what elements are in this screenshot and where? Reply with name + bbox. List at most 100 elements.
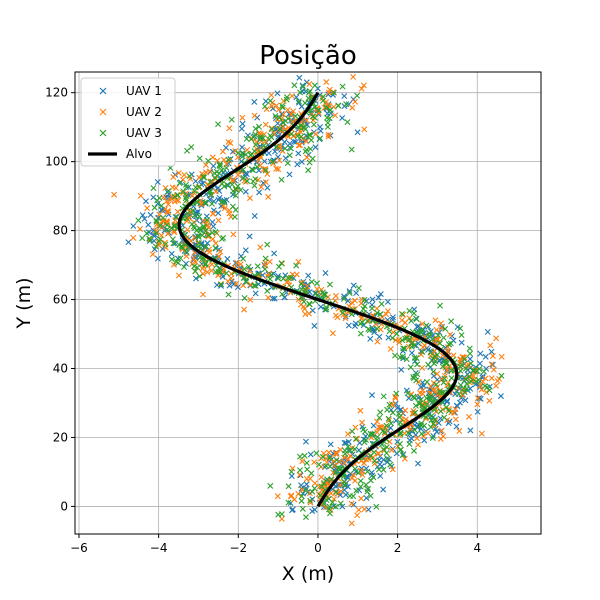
data-point: [438, 427, 445, 434]
data-point: [279, 102, 286, 109]
data-point: [462, 365, 469, 372]
data-point: [337, 500, 344, 507]
data-point: [294, 133, 301, 140]
data-point: [130, 223, 137, 230]
data-point: [311, 82, 318, 89]
data-point: [351, 297, 358, 304]
data-point: [210, 210, 217, 217]
data-point: [406, 336, 413, 343]
data-point: [391, 352, 398, 359]
data-point: [460, 385, 467, 392]
data-point: [389, 466, 396, 473]
data-point: [487, 342, 494, 349]
data-point: [291, 138, 298, 145]
data-point: [320, 97, 327, 104]
data-point: [241, 295, 248, 301]
data-point: [218, 281, 225, 288]
data-point: [308, 278, 315, 285]
data-point: [325, 131, 332, 138]
data-point: [326, 503, 333, 510]
data-point: [315, 109, 322, 116]
data-point: [445, 420, 452, 427]
data-point: [223, 164, 230, 171]
data-point: [325, 133, 332, 140]
data-point: [307, 497, 314, 504]
data-point: [413, 316, 420, 323]
data-point: [268, 92, 275, 99]
data-point: [357, 407, 364, 414]
data-point: [452, 406, 459, 413]
data-point: [367, 335, 374, 342]
data-point: [199, 232, 206, 239]
data-point: [183, 197, 190, 204]
data-point: [354, 512, 361, 519]
data-point: [157, 222, 164, 229]
data-point: [246, 268, 253, 275]
data-point: [235, 171, 242, 178]
data-point: [286, 171, 293, 178]
data-point: [268, 103, 275, 110]
data-point: [351, 446, 358, 452]
data-point: [212, 269, 219, 276]
data-point: [437, 320, 444, 327]
data-point: [318, 483, 325, 490]
data-point: [298, 279, 305, 286]
data-point: [401, 345, 408, 352]
data-point: [346, 289, 353, 296]
data-point: [275, 166, 282, 173]
data-point: [311, 114, 318, 121]
data-point: [175, 272, 182, 279]
data-point: [269, 295, 276, 302]
data-point: [212, 228, 219, 235]
data-point: [415, 460, 421, 467]
data-point: [212, 245, 219, 251]
data-point: [264, 184, 271, 191]
data-point: [264, 287, 271, 294]
data-point: [437, 302, 444, 309]
data-point: [201, 199, 208, 206]
data-point: [194, 264, 201, 271]
data-point: [298, 497, 305, 504]
y-tick-label: 40: [53, 362, 68, 376]
data-point: [441, 375, 448, 382]
data-point: [428, 413, 435, 420]
data-point: [296, 142, 303, 149]
data-point: [368, 431, 375, 438]
data-point: [225, 156, 232, 163]
data-point: [175, 169, 182, 176]
data-point: [311, 322, 318, 329]
data-point: [317, 123, 324, 130]
y-tick-label: 120: [45, 86, 68, 100]
data-point: [237, 261, 244, 268]
data-point: [204, 240, 211, 247]
data-point: [150, 185, 157, 192]
data-point: [332, 449, 339, 456]
data-point: [436, 356, 443, 363]
data-point: [403, 356, 410, 363]
data-point: [411, 354, 418, 361]
data-point: [377, 291, 384, 298]
data-point: [251, 212, 258, 219]
data-point: [374, 429, 381, 436]
data-point: [452, 416, 459, 423]
data-point: [304, 283, 310, 290]
data-point: [467, 427, 474, 434]
data-point: [173, 258, 180, 265]
x-tick-label: −4: [150, 541, 168, 555]
data-point: [373, 503, 380, 510]
data-point: [497, 393, 504, 400]
data-point: [384, 406, 391, 413]
data-point: [157, 236, 164, 243]
data-point: [466, 345, 473, 352]
data-point: [147, 236, 154, 243]
data-point: [363, 465, 370, 472]
data-point: [481, 383, 488, 390]
data-point: [165, 209, 172, 216]
data-point: [383, 422, 390, 429]
data-point: [137, 192, 144, 199]
legend-label: UAV 2: [126, 105, 162, 119]
data-point: [348, 520, 355, 527]
data-point: [361, 303, 368, 310]
data-point: [198, 201, 205, 208]
